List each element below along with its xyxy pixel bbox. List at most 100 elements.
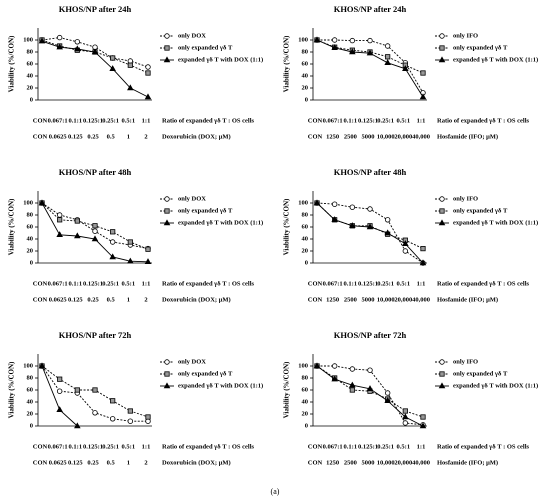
dose-label: 0.125 — [68, 459, 83, 466]
data-point — [402, 413, 409, 420]
legend-label: expanded γδ T with DOX (1:1) — [178, 56, 263, 63]
data-point — [145, 64, 151, 70]
dose-label: 0.125 — [68, 133, 83, 140]
data-point — [145, 414, 151, 420]
chart: KHOS/NP after 24h Viability (%/CON) 0 20 40 6… — [8, 4, 264, 141]
y-tick-label: 0 — [30, 96, 33, 103]
data-point — [127, 257, 134, 264]
y-tick-label: 60 — [302, 386, 309, 393]
data-point — [109, 253, 116, 260]
y-tick-label: 0 — [305, 259, 308, 266]
chart: KHOS/NP after 24h Viability (%/CON) 0 20 40 6… — [283, 4, 539, 141]
y-tick-label: 0 — [30, 259, 33, 266]
ratio-label: 0.125:1 — [358, 117, 378, 124]
ratio-label: 1:1 — [417, 280, 426, 287]
legend-label: only DOX — [178, 32, 206, 39]
dose-label: CON — [308, 133, 323, 140]
legend-label: expanded γδ T with DOX (1:1) — [178, 382, 263, 389]
dose-caption: Hosfamide (IFO; μM) — [437, 459, 498, 466]
ratio-label: 0.125:1 — [358, 280, 378, 287]
chart-title: KHOS/NP after 24h — [334, 4, 407, 14]
data-point — [331, 44, 338, 50]
legend-marker — [164, 196, 170, 202]
dose-label: 1 — [127, 296, 130, 303]
ratio-label: CON — [308, 443, 323, 450]
ratio-label: 0.125:1 — [83, 443, 103, 450]
ratio-label: 0.125:1 — [358, 443, 378, 450]
dose-label: 2500 — [344, 296, 357, 303]
y-tick-label: 20 — [27, 247, 34, 254]
legend-label: only DOX — [178, 195, 206, 202]
chart-title: KHOS/NP after 72h — [334, 330, 407, 340]
ratio-caption: Ratio of expanded γδ T : OS cells — [437, 117, 530, 124]
data-point — [38, 199, 46, 206]
dose-label: 20,000 — [394, 296, 412, 303]
y-axis-label: Viability (%/CON) — [283, 35, 291, 92]
data-point — [420, 414, 426, 420]
ratio-caption: Ratio of expanded γδ T : OS cells — [437, 443, 530, 450]
data-point — [384, 217, 391, 223]
data-point — [402, 408, 408, 414]
y-tick-label: 100 — [23, 36, 33, 43]
y-tick-label: 60 — [27, 386, 34, 393]
data-point — [331, 201, 338, 207]
data-point — [349, 204, 356, 210]
data-point — [127, 418, 134, 424]
data-point — [349, 381, 356, 388]
y-tick-label: 60 — [302, 223, 309, 230]
dose-label: 0.0625 — [49, 133, 68, 140]
legend-marker — [164, 208, 170, 214]
data-point — [331, 37, 338, 43]
y-tick-label: 100 — [23, 199, 33, 206]
ratio-caption: Ratio of expanded γδ T : OS cells — [437, 280, 530, 287]
data-point — [385, 54, 391, 60]
y-tick-label: 100 — [298, 199, 308, 206]
data-point — [419, 422, 427, 429]
legend-label: only expanded γδ T — [178, 44, 233, 51]
legend-label: only IFO — [453, 32, 478, 39]
legend-marker — [439, 33, 445, 39]
data-point — [92, 410, 98, 416]
legend-label: expanded γδ T with DOX (1:1) — [178, 219, 263, 226]
ratio-label: 0.067:1 — [323, 117, 343, 124]
data-point — [56, 34, 63, 41]
data-point — [384, 43, 391, 49]
ratio-caption: Ratio of expanded γδ T : OS cells — [162, 280, 255, 287]
dose-label: 1250 — [326, 459, 339, 466]
data-point — [367, 37, 373, 44]
ratio-label: 0.25:1 — [377, 443, 394, 450]
series-line — [316, 202, 424, 264]
ratio-label: 0.1:1 — [344, 117, 358, 124]
y-tick-label: 80 — [27, 374, 34, 381]
y-tick-label: 40 — [302, 398, 309, 405]
legend-label: expanded γδ T with DOX (1:1) — [453, 219, 538, 226]
ratio-label: 0.5:1 — [397, 280, 411, 287]
ratio-label: 0.5:1 — [397, 443, 411, 450]
data-point — [402, 65, 409, 71]
y-axis-label: Viability (%/CON) — [8, 35, 16, 92]
dose-label: 0.25 — [87, 459, 99, 466]
y-tick-label: 80 — [302, 211, 309, 218]
dose-label: 5000 — [362, 459, 375, 466]
dose-caption: Doxorubicin (DOX; μM) — [162, 296, 231, 303]
ratio-label: 0.067:1 — [48, 280, 68, 287]
y-tick-label: 80 — [27, 211, 34, 218]
dose-label: 0.5 — [107, 459, 116, 466]
dose-label: 40,000 — [412, 296, 430, 303]
ratio-label: 0.067:1 — [48, 117, 68, 124]
data-point — [145, 246, 151, 252]
series-line — [41, 365, 78, 427]
data-point — [127, 239, 133, 245]
data-point — [313, 362, 321, 369]
y-tick-label: 0 — [30, 422, 33, 429]
ratio-label: 0.25:1 — [377, 117, 394, 124]
ratio-label: 1:1 — [142, 117, 151, 124]
ratio-label: 1:1 — [417, 443, 426, 450]
dose-label: 10,000 — [377, 296, 395, 303]
dose-label: 20,000 — [394, 133, 412, 140]
dose-label: 1 — [127, 459, 130, 466]
y-tick-label: 60 — [302, 60, 309, 67]
legend-marker — [438, 382, 446, 389]
data-point — [367, 367, 373, 373]
dose-label: 2500 — [344, 459, 357, 466]
